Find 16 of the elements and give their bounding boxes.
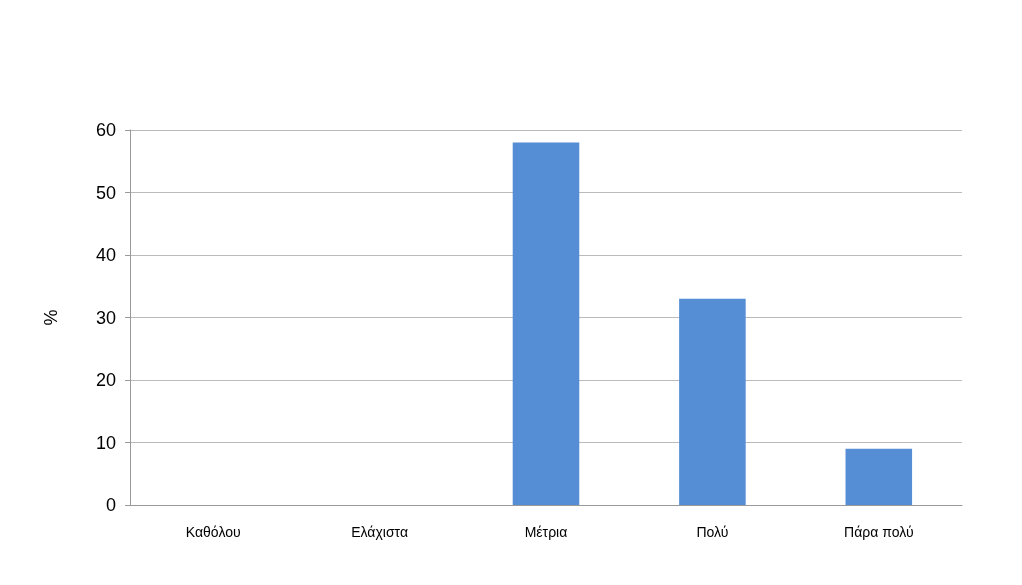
bar	[679, 298, 746, 505]
x-tick-label: Μέτρια	[524, 524, 568, 540]
x-tick-label: Πολύ	[696, 524, 729, 540]
y-tick-label: 20	[95, 370, 116, 390]
y-tick-label: 60	[95, 120, 116, 140]
y-tick-label: 40	[95, 245, 116, 265]
bar	[845, 448, 913, 505]
y-tick-label: 0	[105, 495, 116, 515]
y-tick-label: 10	[95, 432, 116, 453]
y-axis-title: %	[41, 309, 61, 326]
y-tick-label: 30	[95, 307, 116, 328]
y-tick-label: 50	[95, 182, 116, 203]
bar	[512, 142, 580, 505]
x-tick-label: Πάρα πολύ	[844, 524, 914, 540]
x-tick-label: Ελάχιστα	[351, 524, 408, 540]
x-tick-label: Καθόλου	[185, 524, 241, 540]
